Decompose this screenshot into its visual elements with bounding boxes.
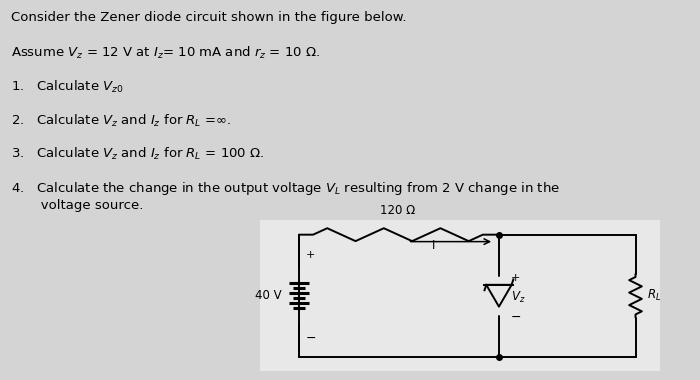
FancyBboxPatch shape xyxy=(260,220,660,370)
Text: 120 Ω: 120 Ω xyxy=(380,204,416,217)
Text: −: − xyxy=(305,331,316,344)
Text: 2.   Calculate $V_z$ and $I_z$ for $R_L$ =∞.: 2. Calculate $V_z$ and $I_z$ for $R_L$ =… xyxy=(11,112,232,129)
Text: 3.   Calculate $V_z$ and $I_z$ for $R_L$ = 100 Ω.: 3. Calculate $V_z$ and $I_z$ for $R_L$ =… xyxy=(11,146,265,162)
Text: $V_z$: $V_z$ xyxy=(510,290,525,305)
Text: Consider the Zener diode circuit shown in the figure below.: Consider the Zener diode circuit shown i… xyxy=(11,11,407,24)
Text: 4.   Calculate the change in the output voltage $V_L$ resulting from 2 V change : 4. Calculate the change in the output vo… xyxy=(11,180,560,212)
Text: +: + xyxy=(306,250,315,260)
Text: 40 V: 40 V xyxy=(255,289,281,302)
Text: Assume $V_z$ = 12 V at $I_z$= 10 mA and $r_z$ = 10 Ω.: Assume $V_z$ = 12 V at $I_z$= 10 mA and … xyxy=(11,45,321,61)
Text: −: − xyxy=(510,311,521,324)
Text: 1.   Calculate $V_{z0}$: 1. Calculate $V_{z0}$ xyxy=(11,79,124,95)
Text: +: + xyxy=(510,273,520,283)
Text: I: I xyxy=(432,239,435,252)
Text: $R_L$: $R_L$ xyxy=(648,288,661,303)
